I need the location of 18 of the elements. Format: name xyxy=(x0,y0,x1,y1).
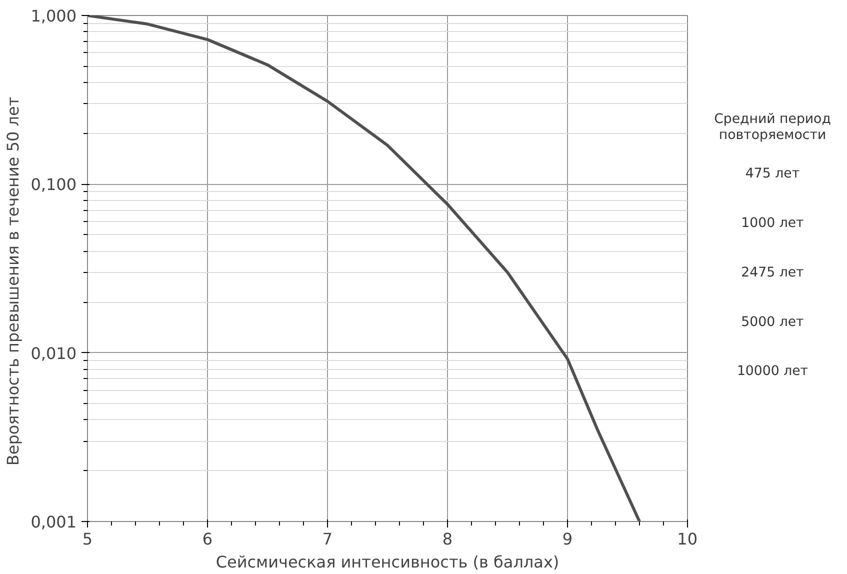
y-axis-title: Вероятность превышения в течение 50 лет xyxy=(4,96,23,466)
x-tick-label: 8 xyxy=(442,530,453,548)
x-tick-label: 5 xyxy=(82,530,93,548)
text: Средний период повторяемости xyxy=(714,112,831,143)
x-tick-label: 7 xyxy=(322,530,333,548)
text: 10000 лет xyxy=(736,364,808,380)
y-tick-label: 1,000 xyxy=(30,6,77,26)
x-tick-label: 10 xyxy=(677,530,698,548)
y-tick-label: 0,010 xyxy=(30,344,77,363)
x-tick-label: 6 xyxy=(202,530,213,548)
text: 5000 лет xyxy=(741,314,804,330)
y-tick-label: 0,100 xyxy=(30,175,77,194)
text: 475 лет xyxy=(745,166,800,182)
text: 1000 лет xyxy=(741,216,804,232)
y-tick-label: 0,001 xyxy=(30,512,77,532)
x-tick-label: 9 xyxy=(562,530,573,548)
x-axis-title: Сейсмическая интенсивность (в баллах) xyxy=(216,552,560,572)
text: 2475 лет xyxy=(741,265,804,280)
